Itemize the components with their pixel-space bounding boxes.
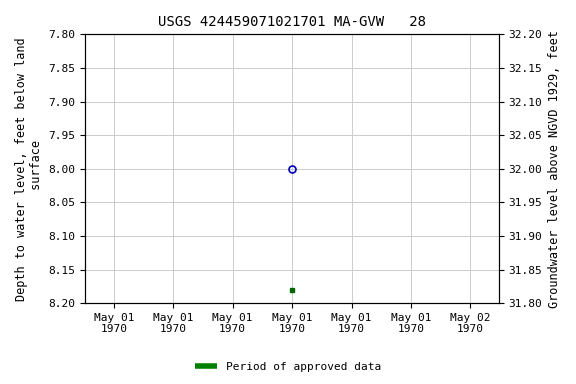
Y-axis label: Depth to water level, feet below land
 surface: Depth to water level, feet below land su… xyxy=(15,37,43,301)
Y-axis label: Groundwater level above NGVD 1929, feet: Groundwater level above NGVD 1929, feet xyxy=(548,30,561,308)
Title: USGS 424459071021701 MA-GVW   28: USGS 424459071021701 MA-GVW 28 xyxy=(158,15,426,29)
Legend: Period of approved data: Period of approved data xyxy=(191,358,385,377)
